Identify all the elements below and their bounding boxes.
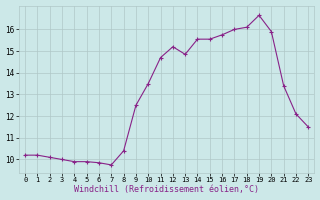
X-axis label: Windchill (Refroidissement éolien,°C): Windchill (Refroidissement éolien,°C) [74, 185, 259, 194]
